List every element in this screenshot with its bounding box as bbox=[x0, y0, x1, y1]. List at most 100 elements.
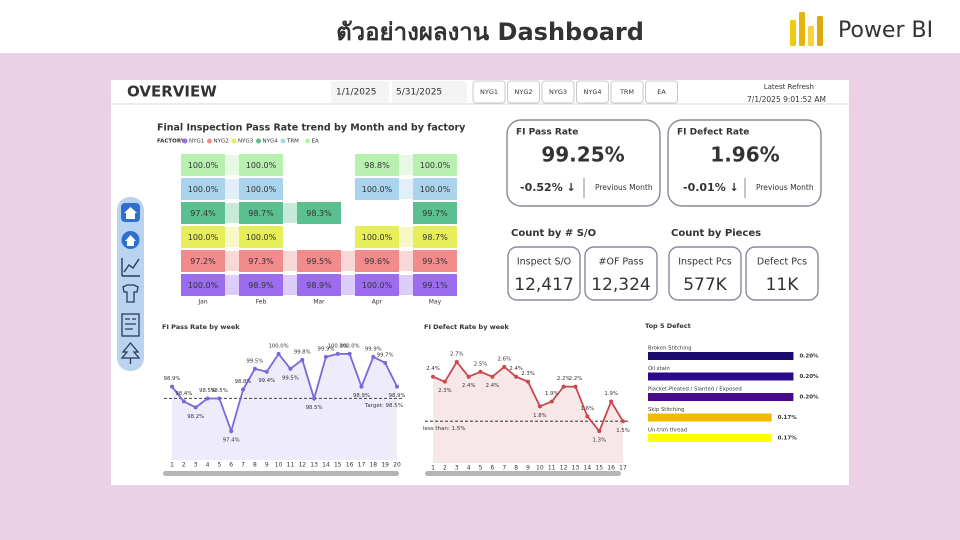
point bbox=[312, 396, 317, 401]
legend-marker bbox=[207, 138, 212, 144]
kpi-delta: -0.01% ↓ bbox=[683, 181, 739, 194]
point bbox=[597, 429, 602, 434]
point bbox=[229, 429, 234, 434]
data-label: 2.4% bbox=[462, 383, 475, 389]
count-label: Defect Pcs bbox=[757, 257, 807, 268]
x-tick-label: 10 bbox=[536, 465, 544, 472]
x-tick-label: 4 bbox=[206, 462, 210, 469]
x-tick-label: 14 bbox=[322, 462, 330, 469]
point bbox=[181, 399, 186, 404]
data-label: 98.9% bbox=[389, 393, 406, 399]
count-card bbox=[584, 246, 658, 301]
data-label: 100.0% bbox=[246, 185, 277, 194]
legend-label: NYG2 bbox=[214, 139, 229, 145]
data-label: 98.7% bbox=[248, 209, 274, 218]
data-label: 99.7% bbox=[377, 352, 394, 358]
logo-bar bbox=[808, 26, 814, 46]
home-icon bbox=[125, 235, 136, 246]
kpi-defect-rate: FI Defect Rate 1.96% -0.01% ↓ Previous M… bbox=[667, 119, 822, 207]
count-value: 12,324 bbox=[591, 275, 650, 295]
nav-trend[interactable] bbox=[121, 258, 140, 277]
factory-filters: NYG1 NYG2 NYG3 NYG4 TRM EA bbox=[472, 80, 678, 104]
data-label: 2.7% bbox=[450, 351, 463, 357]
data-label: 98.9% bbox=[353, 393, 370, 399]
count-card bbox=[507, 246, 581, 301]
x-tick-label: 17 bbox=[619, 465, 627, 472]
ribbon-cell bbox=[413, 226, 457, 248]
data-label: 98.2% bbox=[187, 414, 204, 420]
power-bi-logo: Power BI bbox=[790, 12, 933, 46]
legend-marker bbox=[280, 138, 286, 144]
x-tick-label: 17 bbox=[358, 462, 366, 469]
data-label: 99.5% bbox=[306, 257, 332, 266]
ribbon-cell bbox=[239, 178, 283, 200]
count-value: 12,417 bbox=[514, 275, 573, 295]
x-tick-label: 7 bbox=[241, 462, 245, 469]
data-label: 100.0% bbox=[420, 161, 451, 170]
legend-label: NYG4 bbox=[263, 139, 279, 145]
count-card bbox=[668, 246, 742, 301]
data-label: 98.7% bbox=[422, 233, 448, 242]
kpi-value: 99.25% bbox=[541, 143, 624, 167]
x-tick-label: 1 bbox=[170, 462, 174, 469]
point bbox=[431, 374, 435, 379]
filter-button[interactable] bbox=[507, 80, 540, 104]
filter-button[interactable] bbox=[645, 80, 678, 104]
x-tick-label: 3 bbox=[455, 465, 459, 472]
dashboard-title: OVERVIEW bbox=[127, 83, 217, 101]
bar bbox=[648, 372, 794, 381]
ribbon-cell bbox=[355, 226, 399, 248]
point bbox=[526, 379, 530, 384]
data-label: 99.5% bbox=[246, 358, 263, 364]
legend-label: NYG1 bbox=[189, 139, 204, 145]
count-cards: Inspect S/O 12,417 #OF Pass 12,324 Inspect P… bbox=[507, 246, 819, 301]
ribbon-cell bbox=[181, 226, 225, 248]
x-tick-label: 16 bbox=[346, 462, 354, 469]
legend-label: EA bbox=[312, 139, 319, 145]
ribbon-link bbox=[225, 155, 239, 175]
refresh-time: 7/1/2025 9:01:52 AM bbox=[747, 95, 826, 104]
nav-garment[interactable] bbox=[122, 284, 139, 303]
logo-bar bbox=[799, 12, 805, 46]
point bbox=[241, 387, 246, 392]
home-icon bbox=[124, 207, 137, 219]
data-label: 100.0% bbox=[188, 161, 219, 170]
category-label: Skip Stitching bbox=[648, 407, 684, 413]
ribbon-cell bbox=[355, 250, 399, 272]
ribbon-cell bbox=[413, 178, 457, 200]
filter-button[interactable] bbox=[576, 80, 609, 104]
legend-title: FACTORY bbox=[157, 139, 186, 145]
data-label: 100.0% bbox=[362, 185, 393, 194]
filter-button[interactable] bbox=[610, 80, 644, 104]
date-input[interactable] bbox=[331, 81, 389, 103]
nav-pill bbox=[117, 197, 144, 371]
count-label: #OF Pass bbox=[599, 257, 644, 268]
filter-label: NYG2 bbox=[514, 88, 532, 96]
ribbon-cell bbox=[297, 202, 341, 224]
ribbon-cell bbox=[239, 274, 283, 296]
data-label: 99.7% bbox=[422, 209, 448, 218]
data-label: 100.0% bbox=[246, 233, 277, 242]
data-label: 99.6% bbox=[364, 257, 390, 266]
nav-tree[interactable] bbox=[120, 341, 141, 364]
point bbox=[383, 360, 388, 365]
x-tick-label: 11 bbox=[548, 465, 556, 472]
logo-bar bbox=[790, 20, 796, 46]
nav-report[interactable] bbox=[121, 313, 140, 337]
point bbox=[573, 384, 578, 389]
ribbon-link bbox=[225, 251, 239, 271]
data-label: 100.0% bbox=[188, 233, 219, 242]
chart-title: Top 5 Defect bbox=[645, 322, 691, 330]
filter-button[interactable] bbox=[541, 80, 575, 104]
data-label: 2.5% bbox=[474, 361, 487, 367]
data-label: 0.20% bbox=[799, 395, 819, 401]
date-input[interactable] bbox=[392, 81, 467, 103]
data-label: 2.6% bbox=[498, 356, 511, 362]
filter-button[interactable] bbox=[472, 80, 506, 104]
filter-label: NYG4 bbox=[583, 88, 601, 96]
ribbon-link bbox=[283, 203, 297, 223]
data-label: 98.8% bbox=[364, 161, 390, 170]
ribbon-cell bbox=[355, 274, 399, 296]
data-label: 100.0% bbox=[328, 343, 348, 349]
